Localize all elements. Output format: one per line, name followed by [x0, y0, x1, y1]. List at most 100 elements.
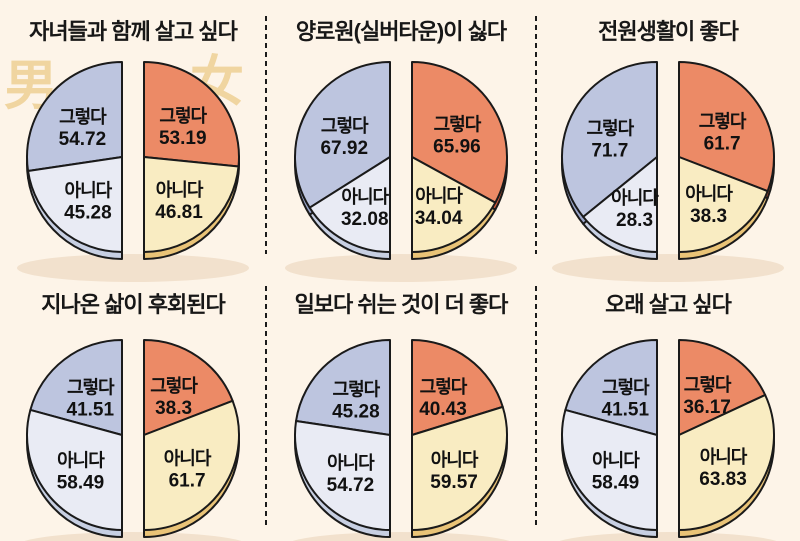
- panel-prefer-rest-over-work: 일보다 쉬는 것이 더 좋다 그렇다 45.28 아니다 54.72 그렇다 40.43 아…: [265, 270, 536, 541]
- slice-value: 45.28: [64, 203, 112, 224]
- pie-slice-yes: [143, 61, 240, 168]
- panel-title: 지나온 삶이 후회된다: [41, 292, 225, 317]
- pie-slice-yes: [678, 61, 775, 193]
- slice-label: 아니다: [431, 450, 479, 470]
- pie-slice-no: [27, 156, 123, 253]
- dotted-separator: [535, 16, 537, 254]
- slice-value: 53.19: [159, 128, 207, 149]
- pie-shadow: [559, 532, 777, 541]
- pie-slice-yes: [411, 339, 504, 436]
- panel-title: 자녀들과 함께 살고 싶다: [29, 19, 238, 44]
- slice-label: 아니다: [685, 184, 733, 204]
- slice-value: 36.17: [683, 397, 731, 418]
- slice-label: 그렇다: [150, 376, 198, 396]
- slice-label: 그렇다: [684, 375, 732, 395]
- pie-slice-yes: [295, 339, 391, 436]
- chart-area: 그렇다 45.28 아니다 54.72 그렇다 40.43 아니다 59.57: [266, 335, 536, 541]
- pie-slice-no: [411, 405, 508, 531]
- pie-slice-no: [294, 419, 391, 531]
- slice-value: 38.3: [690, 206, 727, 227]
- slice-label: 아니다: [700, 447, 748, 467]
- panel-title: 일보다 쉬는 것이 더 좋다: [294, 292, 509, 317]
- slice-label: 아니다: [341, 187, 389, 207]
- panel-title: 양로원(실버타운)이 싫다: [295, 19, 507, 44]
- pie-slice-yes: [411, 61, 508, 204]
- slice-value: 65.96: [433, 136, 481, 157]
- chart-area: 그렇다 41.51 아니다 58.49 그렇다 38.3 아니다 61.7: [0, 335, 266, 541]
- slice-value: 28.3: [616, 210, 653, 231]
- pie-slice-yes: [26, 61, 123, 173]
- chart-area: 그렇다 41.51 아니다 58.49 그렇다 36.17 아니다 63.83: [536, 335, 800, 541]
- pie-shadow: [17, 254, 249, 282]
- slice-value: 58.49: [592, 473, 640, 494]
- pie-slice-no: [308, 156, 391, 253]
- slice-value: 41.51: [67, 399, 115, 420]
- slice-label: 아니다: [415, 186, 463, 206]
- pie-slice-no: [561, 408, 658, 531]
- slice-value: 38.3: [155, 398, 192, 419]
- slice-label: 그렇다: [586, 119, 634, 139]
- slice-label: 그렇다: [434, 114, 482, 134]
- slice-value: 59.57: [430, 472, 478, 493]
- chart-area: 그렇다 71.7 아니다 28.3 그렇다 61.7 아니다 38.3: [536, 57, 800, 289]
- pie-shadow: [24, 532, 242, 541]
- pie-slice-yes: [564, 339, 658, 436]
- dotted-separator: [265, 286, 267, 525]
- slice-label: 아니다: [156, 180, 204, 200]
- pie-shadow: [285, 254, 517, 282]
- slice-label: 아니다: [327, 453, 375, 473]
- slice-label: 아니다: [65, 181, 113, 201]
- slice-label: 그렇다: [67, 377, 115, 397]
- slice-label: 그렇다: [699, 111, 747, 131]
- slice-value: 45.28: [332, 401, 380, 422]
- pie-slice-yes: [29, 339, 123, 436]
- slice-value: 46.81: [155, 202, 203, 223]
- slice-value: 67.92: [320, 138, 368, 159]
- slice-value: 61.7: [704, 133, 741, 154]
- slice-label: 아니다: [592, 451, 640, 471]
- panel-live-with-children: 자녀들과 함께 살고 싶다 男 女 그렇다 54.72 아니다 45.28 그렇다 53.…: [0, 0, 266, 282]
- pie-slice-yes: [143, 339, 234, 436]
- slice-label: 아니다: [611, 188, 659, 208]
- slice-value: 61.7: [169, 471, 206, 492]
- slice-value: 40.43: [419, 399, 467, 420]
- slice-label: 그렇다: [602, 377, 650, 397]
- slice-value: 41.51: [602, 399, 650, 420]
- pie-slice-no: [143, 399, 240, 531]
- pie-slice-no: [582, 156, 658, 253]
- pie-slice-no: [411, 156, 497, 253]
- pie-slice-no: [143, 156, 240, 253]
- slice-value: 58.49: [57, 473, 105, 494]
- dotted-separator: [265, 16, 267, 254]
- slice-label: 그렇다: [321, 116, 369, 136]
- slice-label: 아니다: [57, 451, 105, 471]
- pie-shadow: [552, 254, 784, 282]
- slice-value: 54.72: [327, 475, 375, 496]
- slice-label: 그렇다: [159, 106, 207, 126]
- chart-area: 男 女 그렇다 54.72 아니다 45.28 그렇다 53.19 아니다 46.81: [0, 55, 266, 289]
- slice-label: 그렇다: [420, 377, 468, 397]
- slice-value: 63.83: [699, 469, 747, 490]
- slice-value: 71.7: [591, 141, 628, 162]
- pie-shadow: [292, 532, 510, 541]
- panel-like-country-life: 전원생활이 좋다 그렇다 71.7 아니다 28.3 그렇다 61.7 아니다 38.3: [535, 0, 800, 282]
- pie-slice-no: [678, 156, 769, 253]
- pie-slice-yes: [678, 339, 767, 436]
- panel-title: 전원생활이 좋다: [598, 19, 739, 44]
- slice-label: 그렇다: [59, 107, 107, 127]
- slice-value: 34.04: [415, 208, 463, 229]
- slice-label: 그렇다: [333, 379, 381, 399]
- pie-slice-no: [678, 394, 775, 531]
- panel-title: 오래 살고 싶다: [605, 292, 732, 317]
- slice-value: 54.72: [59, 129, 107, 150]
- chart-area: 그렇다 67.92 아니다 32.08 그렇다 65.96 아니다 34.04: [266, 57, 536, 289]
- panel-want-long-life: 오래 살고 싶다 그렇다 41.51 아니다 58.49 그렇다 36.17 아니다 63.8…: [535, 270, 800, 541]
- panel-regret-past-life: 지나온 삶이 후회된다 그렇다 41.51 아니다 58.49 그렇다 38.3 아니다 61…: [0, 270, 266, 541]
- slice-label: 아니다: [164, 449, 212, 469]
